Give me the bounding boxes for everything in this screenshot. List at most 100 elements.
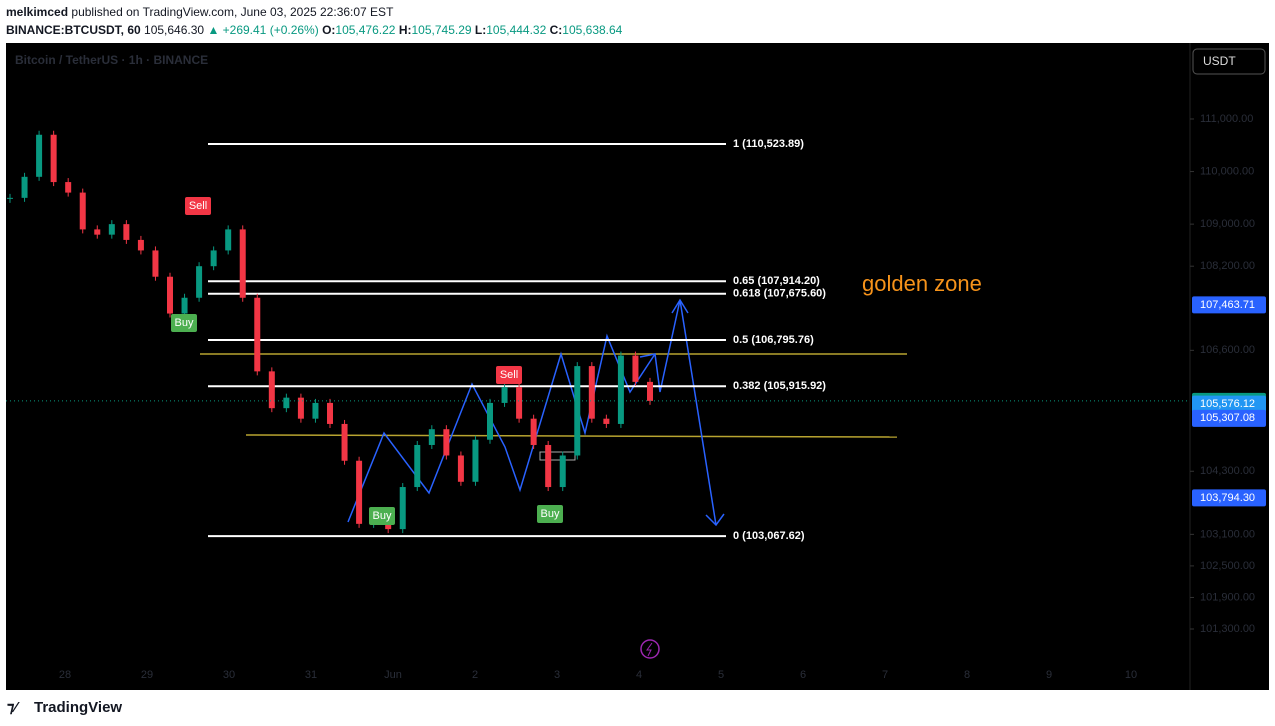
candle: [297, 397, 304, 419]
x-tick-label: 10: [1125, 669, 1137, 681]
candle: [501, 387, 508, 403]
currency[interactable]: USDT: [1203, 54, 1236, 68]
candle: [647, 381, 653, 401]
x-tick-label: 7: [882, 669, 888, 681]
candle: [356, 460, 363, 524]
y-tick-label: 110,000.00: [1200, 165, 1254, 177]
candle: [472, 439, 479, 482]
box: [539, 451, 576, 461]
candle: [457, 455, 464, 482]
candle: [152, 250, 159, 277]
y-tick-label: 106,600.00: [1200, 344, 1255, 356]
y-tick-label: 101,900.00: [1200, 591, 1255, 603]
y-tick-label: 108,200.00: [1200, 260, 1255, 272]
candle: [21, 176, 28, 198]
footer-bg: [6, 690, 1275, 726]
x-tick-label: Jun: [384, 669, 402, 681]
candle: [210, 250, 217, 267]
close: 105,638.64: [562, 23, 623, 37]
annotation: golden zone: [862, 271, 982, 296]
signal-label: Buy: [175, 317, 194, 329]
fib-label: 0 (103,067.62): [733, 530, 805, 542]
y-tick-label: 102,500.00: [1200, 560, 1255, 572]
x-tick-label: 6: [800, 669, 806, 681]
o-key: O:: [322, 23, 336, 37]
chart-title: Bitcoin / TetherUS · 1h · BINANCE: [15, 53, 208, 67]
x-tick-label: 5: [718, 669, 724, 681]
candle: [94, 229, 101, 235]
author: melkimced: [6, 5, 69, 19]
candle: [559, 455, 566, 488]
l-key: L:: [474, 23, 487, 37]
fib-label: 0.5 (106,795.76): [733, 334, 814, 346]
low: 105,444.32: [486, 23, 547, 37]
c-key: C:: [549, 23, 563, 37]
x-tick-label: 8: [964, 669, 970, 681]
x-tick-label: 31: [305, 669, 317, 681]
price-badge: [1192, 395, 1266, 413]
signal-label: Sell: [189, 200, 207, 212]
ohlc-line: BINANCE:BTCUSDT, 60 105,646.30 ▲ +269.41…: [6, 23, 622, 37]
fib-label: 1 (110,523.89): [733, 138, 804, 150]
symbol: BINANCE:BTCUSDT, 60: [6, 23, 141, 37]
x-tick-label: 2: [472, 669, 478, 681]
candle: [399, 487, 406, 530]
fib-label: 0.618 (107,675.60): [733, 288, 826, 300]
signal-badge: [369, 507, 395, 525]
projection: [639, 299, 717, 526]
candle: [341, 423, 348, 461]
open: 105,476.22: [335, 23, 396, 37]
candle: [530, 418, 537, 445]
publish-line: melkimced published on TradingView.com, …: [6, 5, 393, 19]
candle: [574, 366, 581, 456]
candle: [196, 266, 203, 298]
price-badge: [1192, 489, 1266, 507]
support-line: [245, 434, 898, 438]
x-tick-label: 3: [554, 669, 560, 681]
price-badge: [1192, 409, 1266, 427]
candle: [588, 366, 595, 419]
x-tick-label: 28: [59, 669, 71, 681]
y-tick-label: 103,100.00: [1200, 528, 1255, 540]
candle: [108, 224, 115, 235]
signal-label: Sell: [500, 369, 518, 381]
price-badge-label: 105,307.08: [1200, 412, 1255, 424]
candle: [545, 444, 552, 488]
x-tick-label: 4: [636, 669, 642, 681]
h-key: H:: [398, 23, 412, 37]
price-badge-label: 103,794.30: [1200, 492, 1255, 504]
candle: [167, 276, 173, 314]
candle: [36, 134, 43, 177]
candle: [123, 224, 130, 240]
published: published on TradingView.com, June 03, 2…: [71, 5, 394, 19]
fib-label: 0.65 (107,914.20): [733, 275, 820, 287]
candle: [283, 397, 290, 409]
candle: [225, 229, 232, 251]
x-tick-label: 9: [1046, 669, 1052, 681]
candle: [516, 387, 523, 419]
price-badge-label: 105,576.12: [1200, 398, 1255, 410]
candle: [312, 402, 319, 419]
candle: [7, 197, 13, 199]
candle: [603, 418, 610, 424]
zigzag: [347, 333, 656, 523]
price: 105,646.30: [144, 23, 205, 37]
price-badge: [1192, 296, 1266, 314]
x-tick-label: 29: [141, 669, 153, 681]
high: 105,745.29: [411, 23, 472, 37]
y-tick-label: 109,000.00: [1200, 218, 1255, 230]
candle: [137, 239, 144, 251]
change: ▲ +269.41 (+0.26%): [207, 23, 319, 37]
candle: [239, 229, 246, 298]
candle: [414, 444, 421, 488]
candle: [487, 402, 493, 440]
y-tick-label: 101,300.00: [1200, 623, 1255, 635]
candle: [632, 355, 639, 382]
signal-badge: [171, 314, 197, 332]
event-icon: [646, 642, 653, 657]
candle: [428, 429, 435, 445]
candle: [79, 192, 86, 230]
currency-button[interactable]: [1192, 48, 1266, 75]
